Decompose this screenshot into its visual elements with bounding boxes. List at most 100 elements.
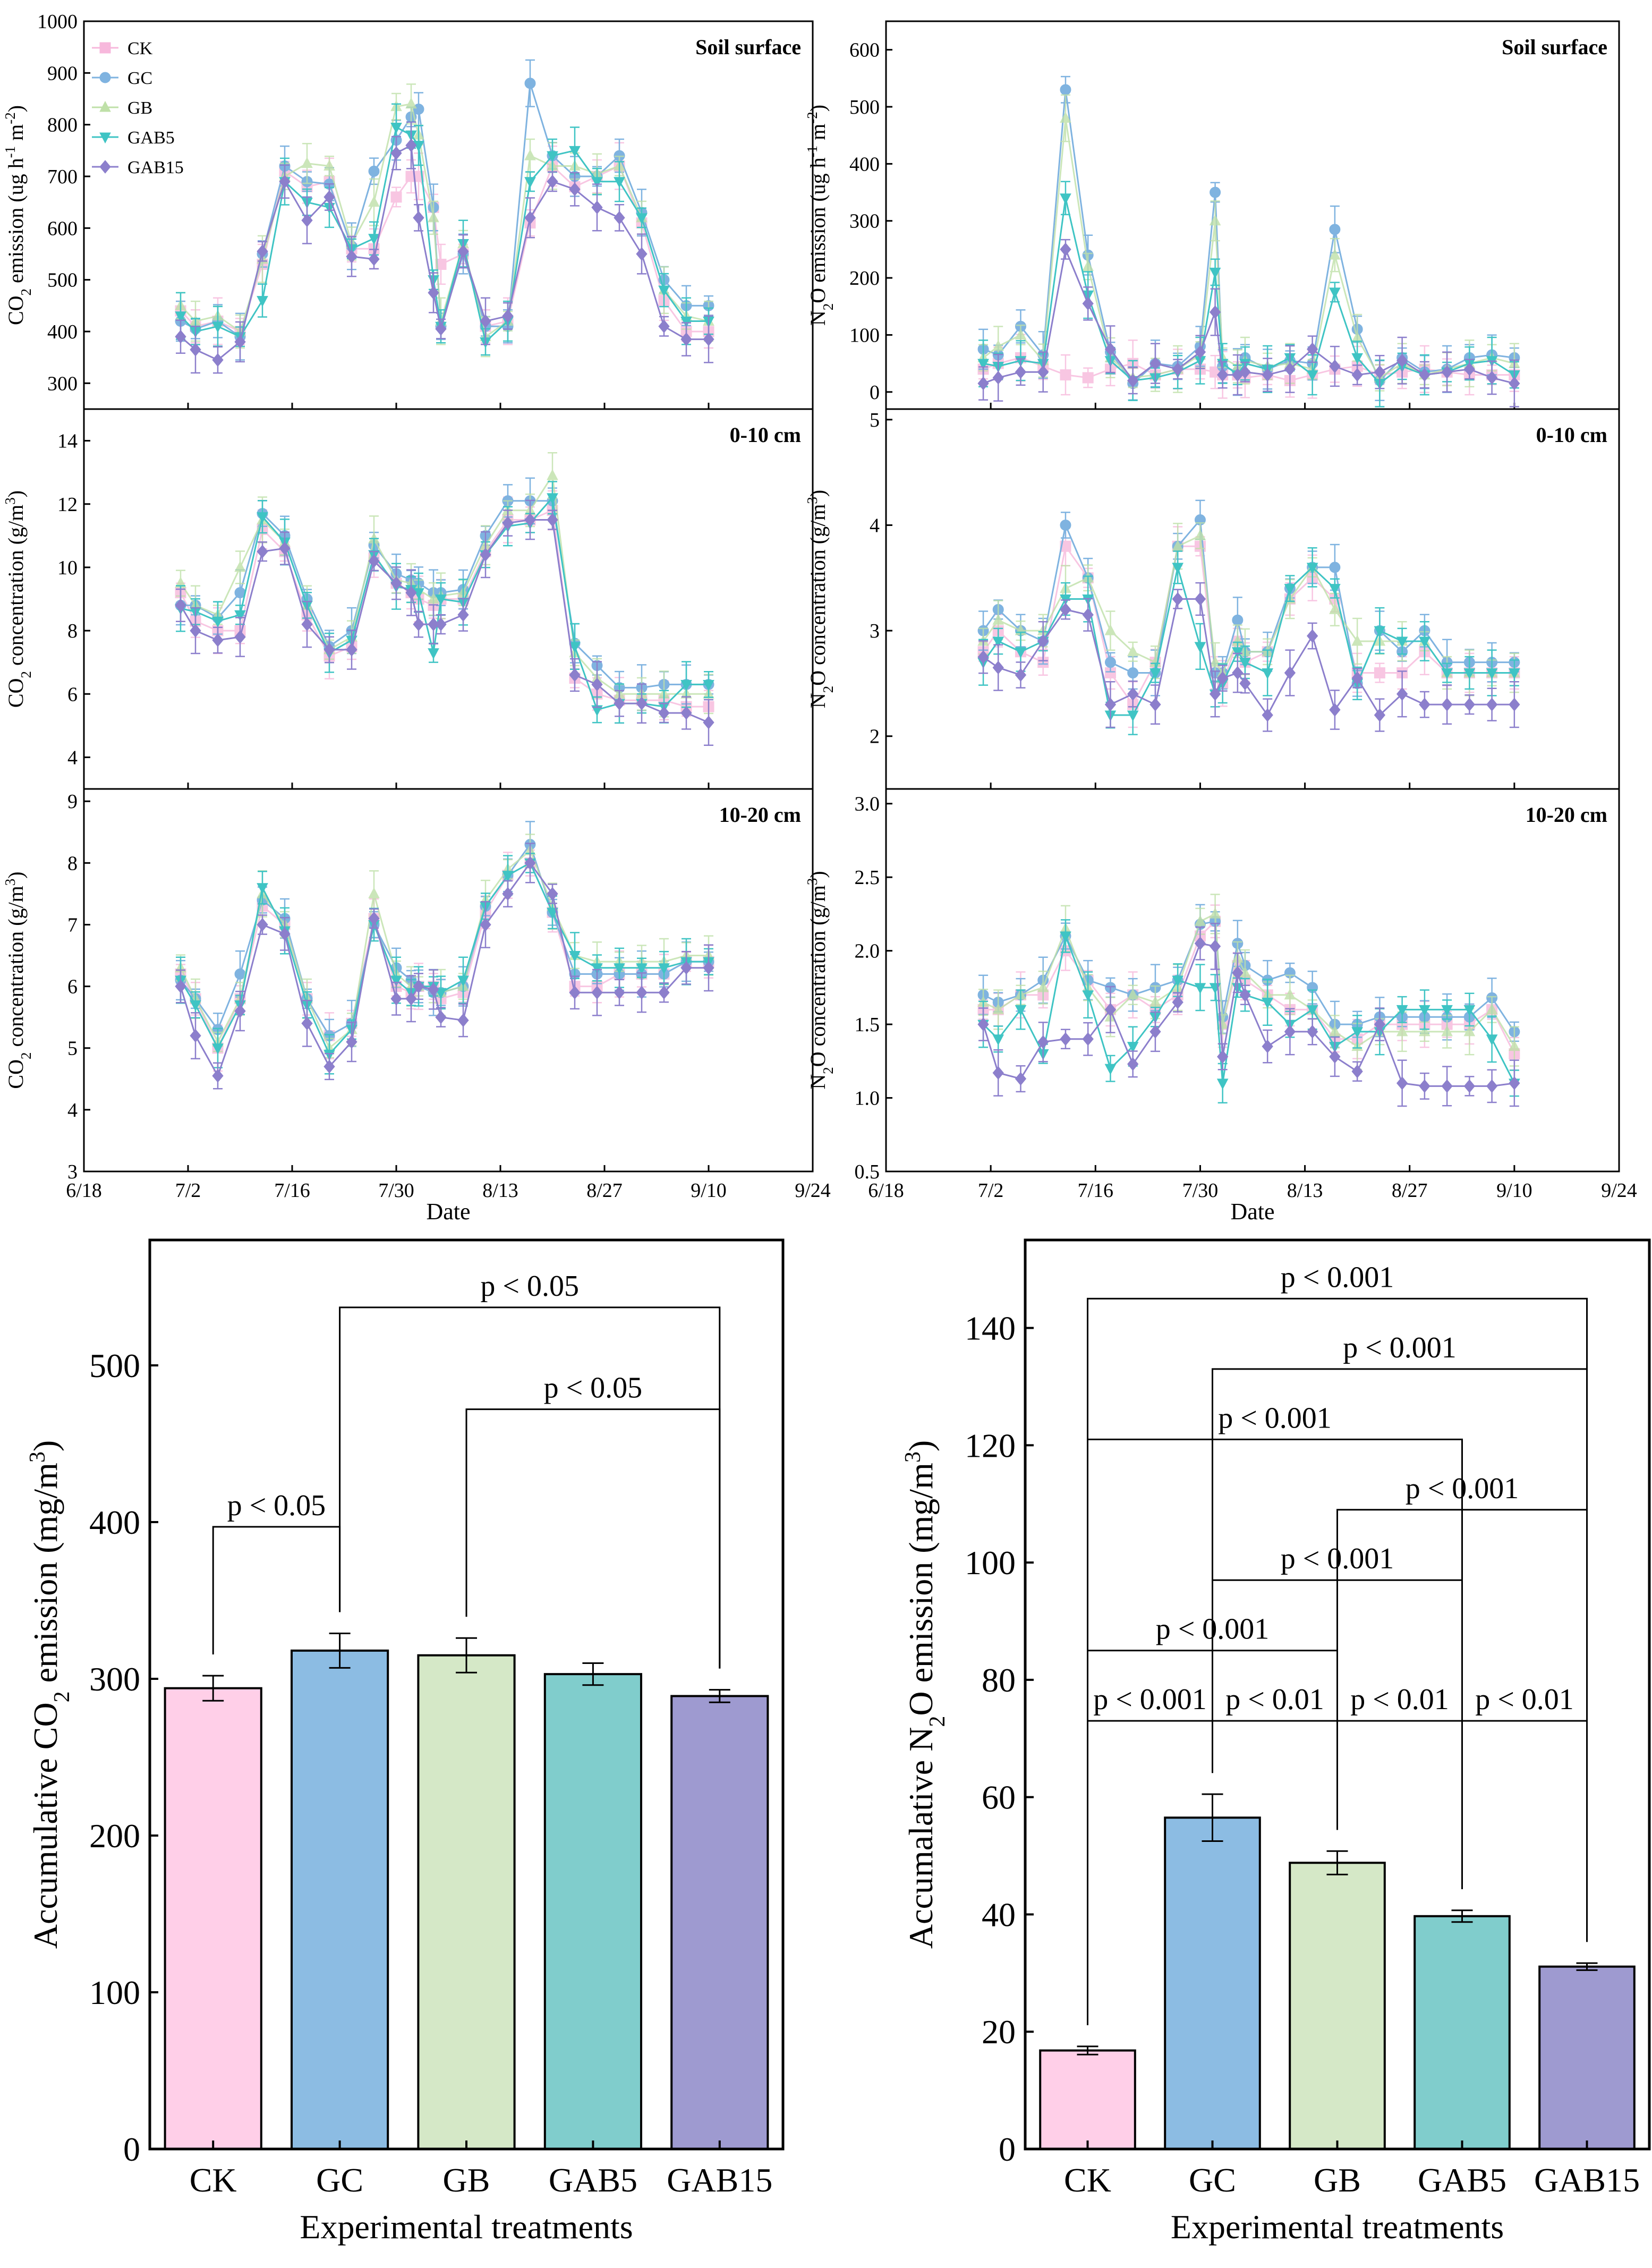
data-point: [1239, 676, 1251, 691]
data-point: [1172, 540, 1184, 551]
data-point: [658, 963, 670, 974]
data-point: [1419, 636, 1430, 648]
data-point: [175, 329, 186, 344]
y-axis-label-part: ): [806, 105, 830, 112]
data-point: [1284, 1025, 1296, 1039]
y-axis-label-part: ): [806, 871, 830, 878]
y-axis-label-part: CO: [4, 678, 28, 708]
data-point: [1486, 668, 1498, 679]
data-point: [1329, 1025, 1341, 1037]
data-point: [1194, 529, 1206, 540]
data-point: [457, 244, 469, 258]
series-GAB15: [977, 239, 1520, 407]
y-axis-label-part: 2: [18, 671, 34, 678]
data-point: [1060, 602, 1071, 617]
y-axis-label-part: Accumulative CO: [27, 1702, 64, 1949]
data-point: [175, 979, 186, 993]
data-point: [428, 648, 439, 659]
data-point: [1351, 1027, 1363, 1038]
series-line: [180, 862, 709, 1056]
x-tick-label: 7/2: [175, 1179, 201, 1202]
y-tick-label: 1.5: [855, 1014, 880, 1036]
data-point: [1172, 563, 1184, 574]
data-point: [1463, 1079, 1476, 1093]
data-point: [405, 97, 417, 109]
data-point: [457, 975, 469, 987]
y-tick-label: 200: [89, 1817, 140, 1855]
data-point: [636, 696, 648, 710]
bracket-line: [1087, 1438, 1463, 2025]
y-tick-label: 400: [849, 153, 880, 175]
data-point: [1486, 1003, 1498, 1014]
data-point: [1284, 362, 1296, 376]
data-point: [346, 643, 357, 657]
data-point: [435, 258, 447, 270]
data-point: [1015, 1072, 1027, 1086]
y-tick-label: 800: [47, 114, 78, 137]
data-point: [413, 211, 424, 225]
y-axis-label-part: 2: [820, 303, 836, 311]
bar-GC: [1164, 1816, 1261, 2151]
data-point: [1351, 671, 1363, 685]
data-point: [1060, 242, 1071, 257]
y-tick-label: 6: [67, 683, 78, 706]
y-axis-label: N2O concentration (g/m3): [804, 490, 836, 708]
y-axis-label-part: N: [806, 693, 830, 708]
y-tick-label: 0.5: [855, 1161, 880, 1183]
data-point: [1060, 931, 1071, 942]
data-point: [992, 339, 1004, 351]
data-point: [524, 513, 536, 527]
data-point: [1509, 668, 1520, 679]
data-point: [190, 1000, 201, 1012]
data-point: [1441, 668, 1453, 679]
series-line: [180, 862, 709, 1050]
data-point: [1194, 915, 1206, 926]
data-point: [1209, 267, 1221, 279]
panel-label: Soil surface: [1502, 35, 1607, 59]
data-point: [1082, 990, 1094, 1001]
data-point: [368, 165, 380, 177]
x-tick-label: GAB15: [667, 2161, 772, 2199]
y-axis-label-part: 3: [804, 878, 820, 886]
data-point: [1104, 1064, 1117, 1075]
x-tick-label: 6/18: [66, 1179, 102, 1202]
legend-marker: [99, 160, 111, 174]
significance-label: p < 0.001: [1093, 1683, 1207, 1716]
data-point: [703, 716, 714, 729]
bar-CK: [1039, 2049, 1136, 2150]
data-point: [234, 560, 246, 572]
significance-label: p < 0.001: [1343, 1331, 1457, 1364]
data-point: [279, 174, 291, 189]
data-point: [1463, 1025, 1476, 1037]
data-point: [1239, 658, 1251, 669]
data-point: [1396, 687, 1408, 701]
significance-bracket: p < 0.01: [1336, 1683, 1463, 1889]
data-point: [1232, 614, 1244, 626]
data-point: [212, 1069, 224, 1083]
data-point: [992, 1034, 1004, 1046]
data-point: [257, 244, 268, 258]
y-axis-label-part: 2: [18, 1052, 34, 1059]
data-point: [1149, 1025, 1161, 1039]
series-GB: [175, 452, 714, 718]
data-point: [658, 319, 670, 334]
data-point: [1441, 1005, 1453, 1016]
data-point: [257, 918, 268, 932]
y-tick-label: 60: [982, 1779, 1016, 1816]
y-axis-label-part: 2: [18, 288, 34, 296]
data-point: [502, 887, 514, 901]
data-point: [1329, 359, 1341, 373]
y-axis-label-part: 3: [2, 879, 18, 886]
bar-GB: [417, 1654, 516, 2150]
series-line: [983, 89, 1515, 385]
data-point: [212, 321, 224, 333]
data-point: [301, 617, 313, 631]
y-tick-label: 12: [57, 494, 78, 516]
data-point: [547, 493, 558, 504]
data-point: [614, 986, 625, 1000]
bracket-line: [212, 1526, 341, 1655]
significance-bracket: p < 0.05: [339, 1270, 721, 1669]
data-point: [175, 311, 186, 322]
y-tick-label: 300: [849, 210, 880, 233]
data-point: [1486, 1079, 1498, 1093]
